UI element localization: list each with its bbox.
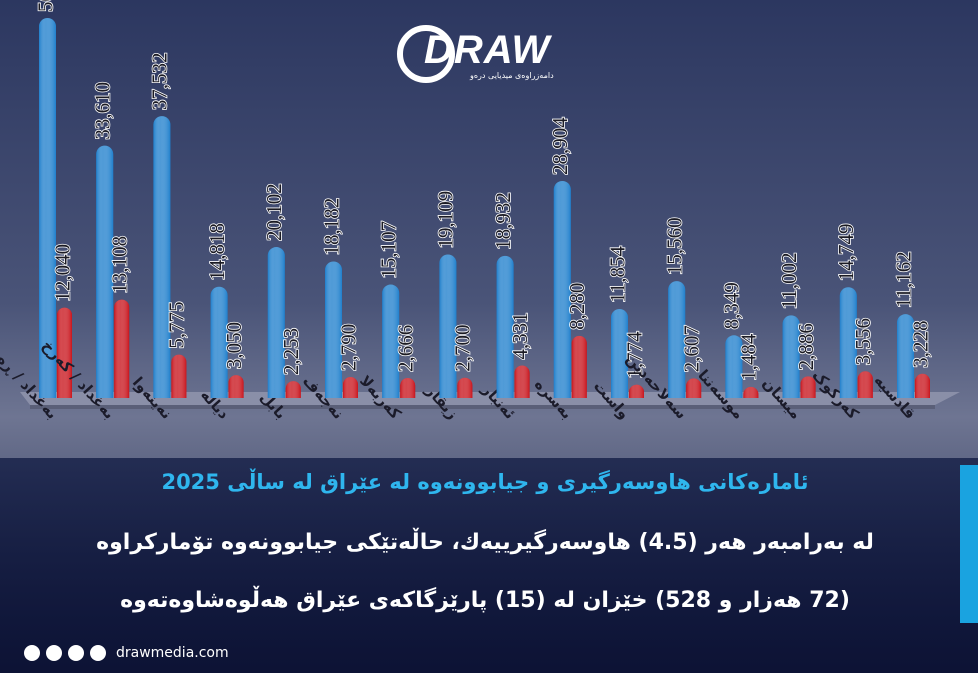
bar-shine	[228, 375, 244, 398]
value-label: 2,886	[794, 323, 818, 370]
value-label: 11,854	[605, 246, 629, 303]
bar-shine	[800, 376, 816, 398]
bar-shine	[114, 299, 130, 398]
bar-shine	[897, 314, 914, 398]
value-label: 15,107	[377, 221, 401, 279]
bar-shine	[629, 384, 644, 398]
caption-line: (72 هەزار و 528) خێزان لە (15) پارێزگاکە…	[120, 588, 850, 613]
value-label: 15,560	[663, 217, 687, 275]
bar-shine	[285, 381, 301, 398]
value-label: 2,790	[336, 324, 360, 371]
value-label: 18,932	[491, 192, 515, 250]
bar-shine	[153, 116, 171, 399]
bar-shine	[210, 286, 228, 398]
value-label: 8,349	[720, 282, 744, 329]
value-label: 2,700	[451, 324, 475, 371]
value-label: 11,002	[777, 252, 801, 309]
caption-line: لە بەرامبەر هەر (4.5) هاوسەرگیرییەك، حاڵ…	[96, 530, 874, 555]
bar-shine	[857, 371, 873, 398]
bar-shine	[514, 365, 530, 398]
value-label: 8,280	[565, 283, 589, 330]
bar-shine	[571, 335, 587, 398]
bar-shine	[267, 247, 285, 398]
value-label: 13,108	[108, 236, 132, 294]
value-label: 5,775	[165, 301, 189, 348]
value-label: 2,607	[680, 325, 704, 372]
bar-shine	[553, 180, 571, 398]
website[interactable]: drawmedia.com	[116, 645, 229, 661]
value-label: 18,182	[319, 198, 343, 256]
value-label: 3,228	[908, 321, 932, 368]
value-label: 12,040	[50, 244, 74, 302]
instagram-icon[interactable]	[46, 645, 62, 661]
value-label: 20,102	[262, 183, 286, 241]
caption-panel	[0, 458, 978, 673]
value-label: 3,556	[851, 318, 875, 365]
bar-shine	[343, 377, 358, 398]
bar-shine	[382, 284, 400, 398]
bar-shine	[171, 354, 187, 398]
value-label: 50,600	[33, 0, 57, 12]
value-label: 2,253	[279, 328, 303, 375]
tiktok-icon[interactable]	[90, 645, 106, 661]
bar-shine	[668, 281, 686, 398]
value-label: 33,610	[91, 82, 115, 140]
bar-shine	[743, 386, 759, 398]
value-label: 3,050	[222, 322, 246, 369]
value-label: 1,774	[622, 331, 646, 379]
value-label: 2,666	[394, 325, 418, 372]
value-label: 14,749	[834, 223, 858, 281]
value-label: 14,818	[205, 223, 229, 281]
value-label: 37,532	[148, 52, 172, 110]
bar-shine	[725, 335, 743, 398]
value-label: 4,331	[508, 312, 532, 359]
logo-tagline: دامەزراوەی میدیایی درەو	[470, 71, 554, 80]
value-label: 11,162	[891, 251, 915, 308]
bar-shine	[611, 308, 628, 398]
bar-shine	[496, 255, 514, 398]
bar-shine	[96, 145, 114, 398]
value-label: 19,109	[434, 191, 458, 249]
twitter-icon[interactable]	[68, 645, 84, 661]
floor	[20, 392, 960, 405]
bar-shine	[686, 378, 702, 398]
accent-stripe	[960, 465, 978, 623]
bar-shine	[915, 373, 930, 398]
bar-shine	[400, 377, 416, 398]
facebook-icon[interactable]	[24, 645, 40, 661]
bar-shine	[325, 261, 342, 398]
logo-name: DRAW	[424, 28, 551, 72]
bar-shine	[457, 377, 473, 398]
caption-title: ئامارەکانی هاوسەرگیری و جیابوونەوە لە عێ…	[161, 470, 809, 494]
floor-edge	[30, 405, 935, 409]
footer: drawmedia.com	[24, 645, 229, 661]
bar-shine	[782, 315, 800, 398]
bar-shine	[39, 18, 56, 398]
value-label: 1,484	[737, 333, 761, 381]
bar-shine	[439, 254, 457, 398]
bar-shine	[839, 287, 857, 398]
logo-mark	[397, 25, 455, 83]
value-label: 28,904	[548, 117, 572, 175]
bar-shine	[57, 307, 72, 398]
